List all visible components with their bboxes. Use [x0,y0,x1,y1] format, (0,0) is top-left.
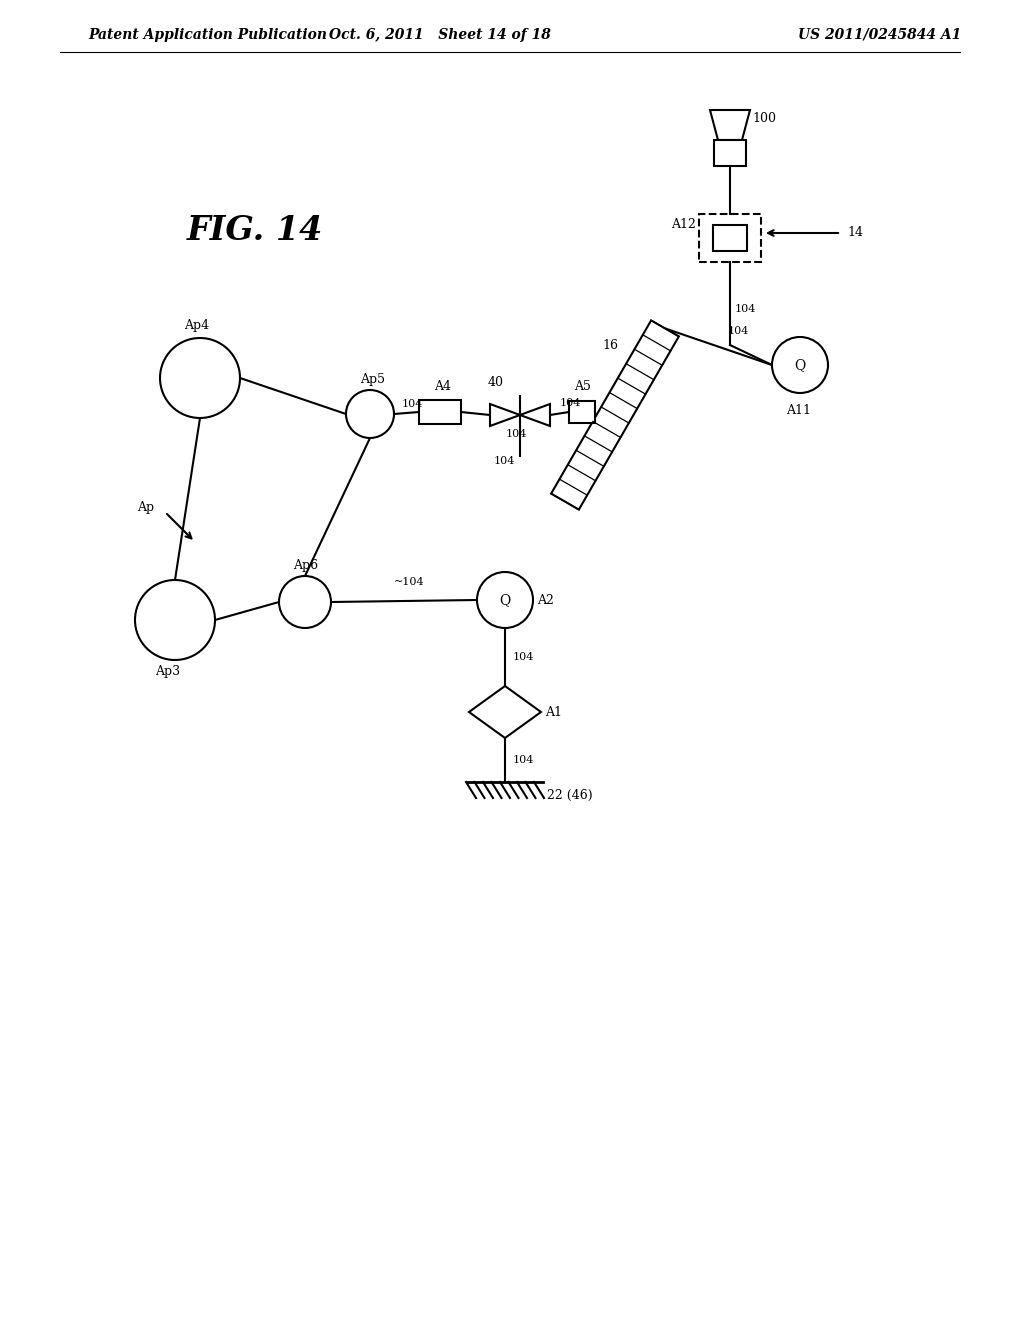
Polygon shape [520,404,550,426]
Bar [714,140,746,166]
Polygon shape [551,321,679,510]
Polygon shape [710,110,750,140]
Polygon shape [490,404,520,426]
Text: A12: A12 [671,218,696,231]
Text: Ap6: Ap6 [293,560,318,573]
Text: 104: 104 [735,304,757,314]
Bar [419,400,461,424]
Text: Q: Q [795,358,806,372]
Text: Ap4: Ap4 [184,319,209,333]
Text: 104: 104 [727,326,749,335]
Polygon shape [469,686,541,738]
Bar [699,214,761,261]
Text: 104: 104 [513,755,535,766]
Text: A4: A4 [434,380,451,392]
Circle shape [346,389,394,438]
Text: A2: A2 [537,594,554,606]
Text: 16: 16 [602,339,618,352]
Text: 22 (46): 22 (46) [547,788,593,801]
Text: 100: 100 [752,111,776,124]
Text: A5: A5 [574,380,591,393]
Text: Oct. 6, 2011   Sheet 14 of 18: Oct. 6, 2011 Sheet 14 of 18 [329,28,551,42]
Text: Ap5: Ap5 [360,374,385,387]
Text: 104: 104 [559,399,581,408]
Text: 104: 104 [513,652,535,663]
Circle shape [772,337,828,393]
Text: FIG. 14: FIG. 14 [186,214,324,247]
Circle shape [279,576,331,628]
Text: A1: A1 [545,705,562,718]
Circle shape [160,338,240,418]
Text: 104: 104 [494,455,515,466]
Bar [569,401,595,422]
Text: 104: 104 [402,399,423,409]
Text: US 2011/0245844 A1: US 2011/0245844 A1 [799,28,962,42]
Text: 14: 14 [847,227,863,239]
Text: Patent Application Publication: Patent Application Publication [88,28,327,42]
Text: A11: A11 [786,404,811,417]
Text: 40: 40 [488,376,504,389]
Bar [713,224,746,251]
Text: ~104: ~104 [394,577,425,587]
Text: Ap3: Ap3 [155,665,180,678]
Text: 104: 104 [506,429,527,440]
Text: Q: Q [500,593,511,607]
Text: Ap: Ap [137,500,155,513]
Circle shape [477,572,534,628]
Circle shape [135,579,215,660]
